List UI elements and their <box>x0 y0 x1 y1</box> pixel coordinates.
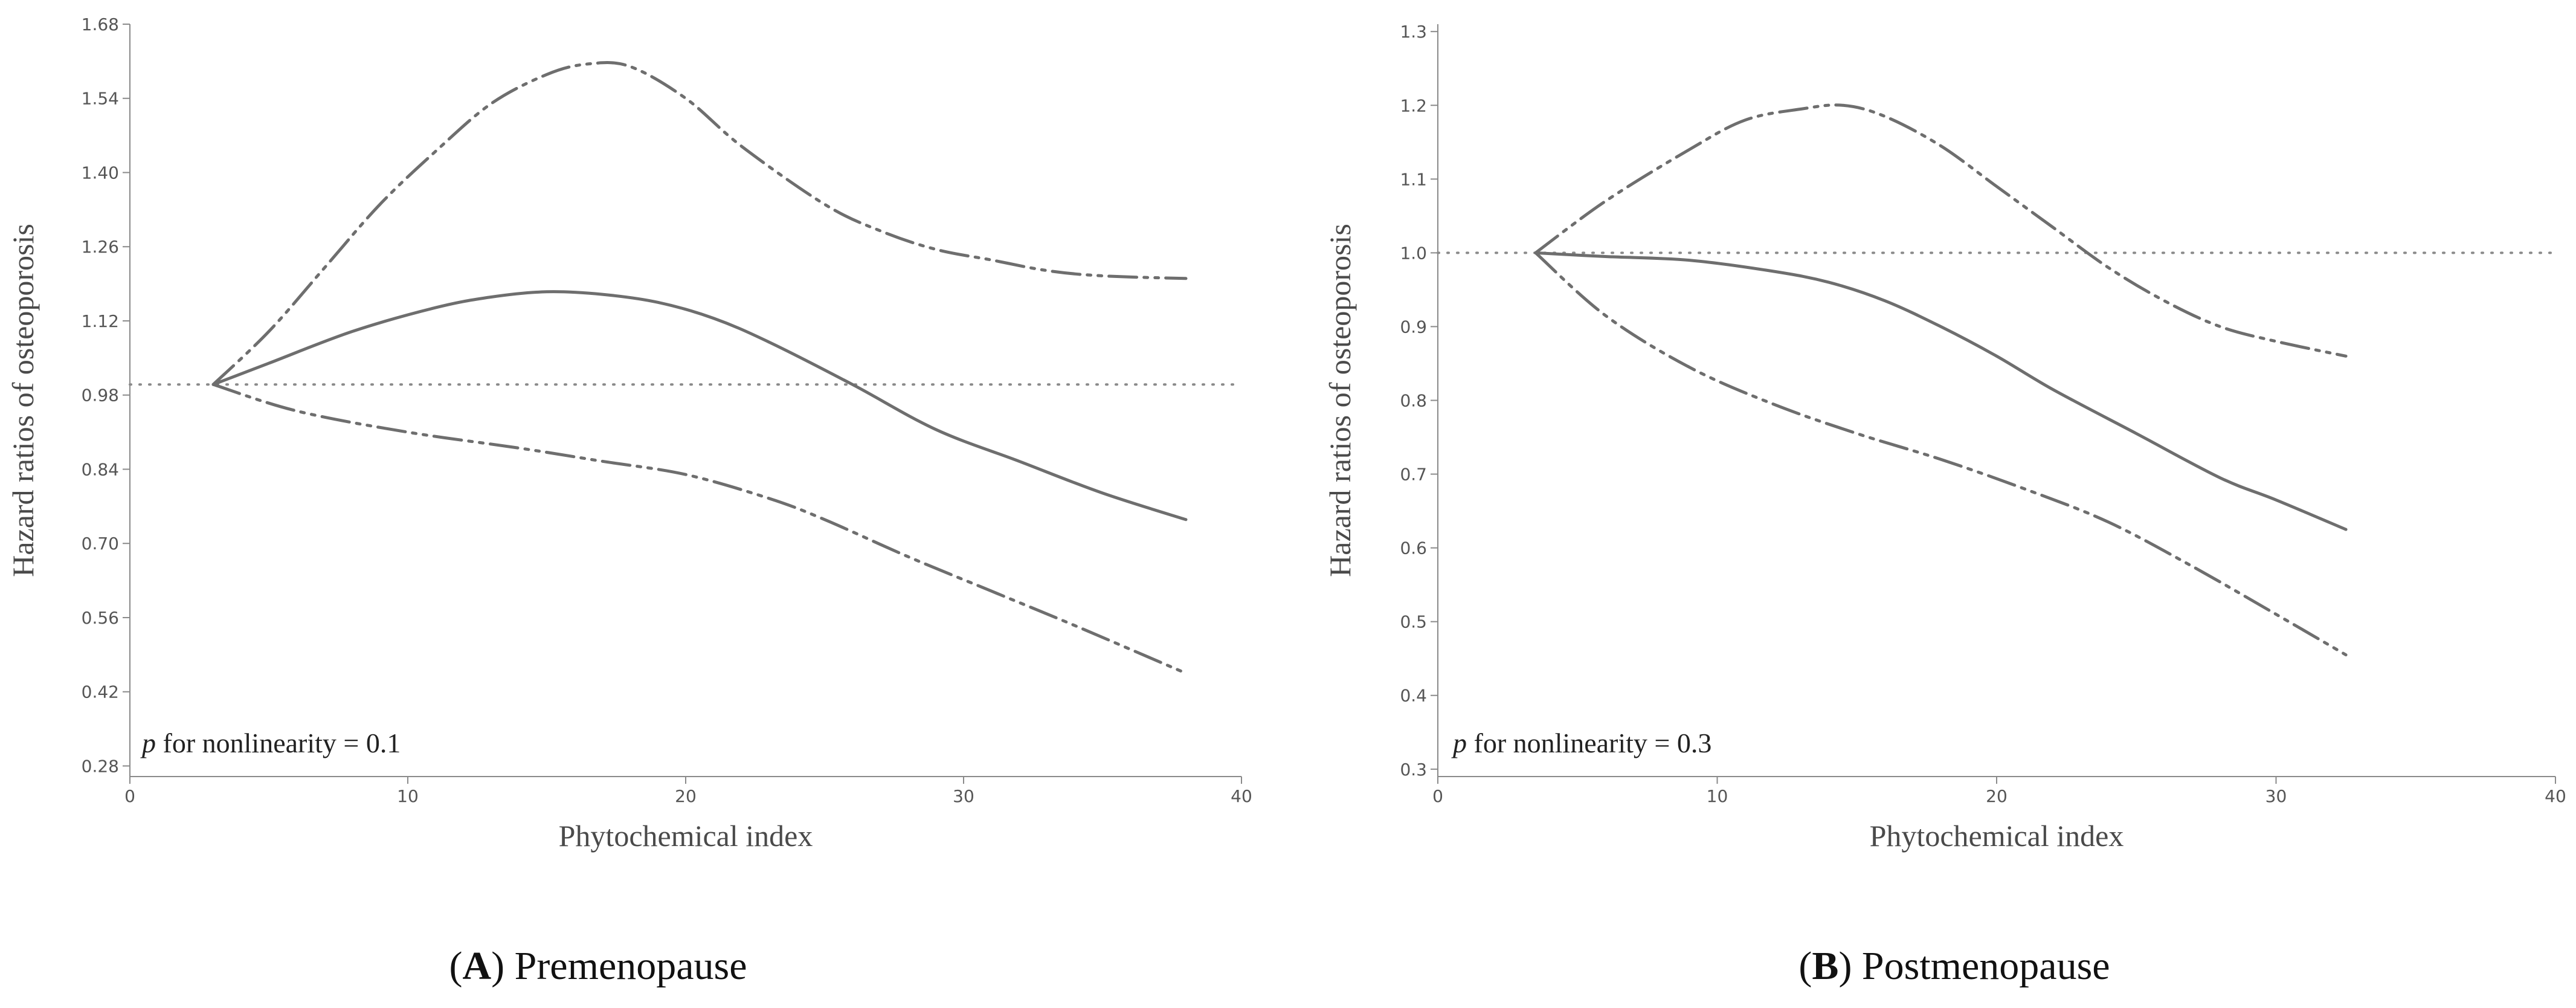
panel-a-x-axis-title: Phytochemical index <box>559 819 813 853</box>
panel-a-y-tick-label: 1.26 <box>82 237 119 257</box>
panel-b-annotation-p: p <box>1451 728 1467 758</box>
panel-b-annotation-text: for nonlinearity = 0.3 <box>1467 728 1711 758</box>
panel-a-series-upper-95-ci <box>211 61 1188 386</box>
panel-a-chart: 0.28 0.42 0.56 0.70 0.84 0.98 1.12 1.26 1.40 1.54… <box>6 15 1252 853</box>
panel-b-caption-text: Postmenopause <box>1862 944 2110 988</box>
panel-a-series-hazard-ratio <box>211 290 1188 522</box>
panel-b-caption: (B) Postmenopause <box>1798 944 2110 988</box>
panel-a-y-tick-label: 0.28 <box>82 756 119 776</box>
panel-b-y-tick-label: 0.6 <box>1400 538 1427 558</box>
panel-b-y-tick-label: 1.2 <box>1400 95 1427 115</box>
panel-a-annotation-p: p <box>140 728 156 758</box>
panel-a-y-tick-label: 1.40 <box>82 163 119 183</box>
panel-b-y-tick-label: 0.3 <box>1400 760 1427 780</box>
panel-a-y-tick-label: 0.56 <box>82 608 119 628</box>
panel-b-series-upper-95-ci <box>1534 103 2348 358</box>
panel-b-series-lower-95-ci <box>1534 251 2348 657</box>
panel-b-y-tick-label: 0.4 <box>1400 686 1427 706</box>
panel-b-series-hazard-ratio <box>1534 251 2348 531</box>
panel-a-caption-text: Premenopause <box>515 944 747 988</box>
panel-a-caption: (A) Premenopause <box>449 944 747 988</box>
panel-b-y-tick-label: 1.3 <box>1400 22 1427 42</box>
panel-a-x-tick-label: 0 <box>124 786 135 806</box>
panel-b-x-axis-title: Phytochemical index <box>1870 819 2124 853</box>
panel-b-letter: B <box>1812 944 1838 988</box>
panel-b-nonlinearity-annotation: p for nonlinearity = 0.3 <box>1451 728 1711 758</box>
panel-a-y-axis-title: Hazard ratios of osteoporosis <box>6 224 40 577</box>
panel-b-y-axis-title: Hazard ratios of osteoporosis <box>1323 224 1357 577</box>
panel-b-x-tick-label: 40 <box>2545 786 2566 806</box>
panel-a-series-lower-95-ci <box>211 383 1188 675</box>
panel-b-x-tick-label: 0 <box>1432 786 1443 806</box>
panel-b-y-tick-label: 1.0 <box>1400 243 1427 263</box>
panel-a-x-tick-label: 10 <box>397 786 419 806</box>
panel-a-y-tick-label: 1.68 <box>82 15 119 34</box>
panel-b-y-tick-label: 0.9 <box>1400 317 1427 337</box>
panel-b-x-tick-label: 10 <box>1707 786 1728 806</box>
panel-a-x-tick-label: 30 <box>953 786 974 806</box>
panel-a-y-tick-label: 1.54 <box>82 89 119 109</box>
panel-b-y-tick-label: 0.8 <box>1400 391 1427 411</box>
panel-b-y-tick-label: 0.7 <box>1400 465 1427 485</box>
panel-a-nonlinearity-annotation: p for nonlinearity = 0.1 <box>140 728 401 758</box>
panel-b-y-tick-label: 1.1 <box>1400 169 1427 189</box>
panel-a-y-tick-label: 1.12 <box>82 311 119 331</box>
panel-a-x-tick-label: 20 <box>675 786 697 806</box>
panel-a-letter: A <box>462 944 491 988</box>
panel-a-annotation-text: for nonlinearity = 0.1 <box>156 728 401 758</box>
panel-b-y-tick-label: 0.5 <box>1400 612 1427 632</box>
panel-a-y-tick-label: 0.98 <box>82 386 119 405</box>
panel-a-y-tick-label: 0.70 <box>82 534 119 554</box>
panel-a-y-tick-label: 0.42 <box>82 682 119 702</box>
panel-b-x-tick-label: 20 <box>1986 786 2008 806</box>
panel-a-y-tick-label: 0.84 <box>82 459 119 479</box>
panel-b-x-tick-label: 30 <box>2265 786 2287 806</box>
panel-b-chart: 0.3 0.4 0.5 0.6 0.7 0.8 0.9 1.0 1.1 1.2 1.3 0 10 20 30… <box>1323 22 2566 853</box>
panel-a-x-tick-label: 40 <box>1231 786 1252 806</box>
